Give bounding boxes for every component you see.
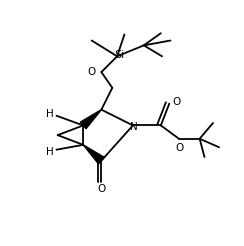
- Text: O: O: [172, 97, 180, 107]
- Text: H: H: [46, 109, 54, 119]
- Text: O: O: [175, 143, 184, 153]
- Text: O: O: [87, 67, 95, 77]
- Text: Si: Si: [114, 50, 124, 60]
- Polygon shape: [80, 110, 101, 129]
- Polygon shape: [83, 145, 104, 164]
- Text: O: O: [97, 184, 105, 194]
- Text: N: N: [130, 122, 138, 132]
- Text: H: H: [46, 147, 54, 157]
